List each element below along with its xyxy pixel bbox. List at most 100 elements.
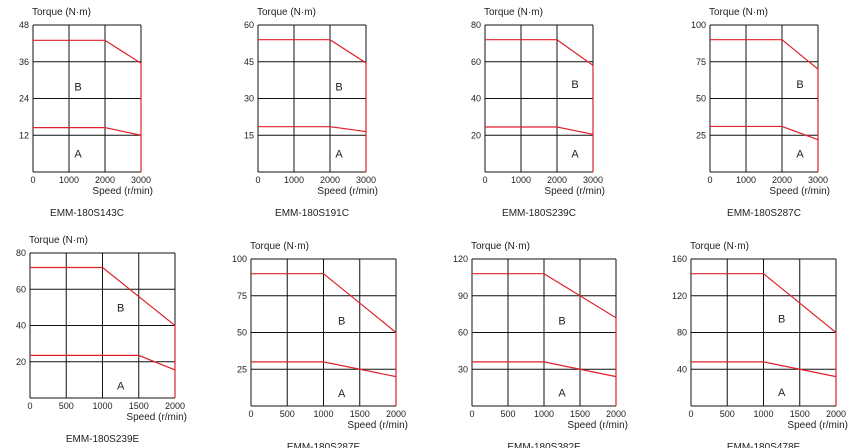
x-axis-label: Speed (r/min) <box>317 186 378 197</box>
y-tick-label: 120 <box>453 254 468 264</box>
peak-torque-curve <box>258 39 367 172</box>
zone-label-a: A <box>117 380 125 392</box>
zone-label-b: B <box>74 81 81 93</box>
zone-label-a: A <box>778 387 786 399</box>
x-tick-label: 0 <box>27 401 32 411</box>
y-axis-label: Torque (N·m) <box>250 241 309 252</box>
x-tick-label: 1500 <box>790 409 810 419</box>
model-caption: EMM-180S287E <box>287 442 361 448</box>
y-tick-label: 80 <box>677 328 687 338</box>
zone-label-b: B <box>778 314 785 326</box>
model-caption: EMM-180S143C <box>50 208 124 219</box>
x-tick-label: 3000 <box>583 175 603 185</box>
zone-label-a: A <box>335 149 343 161</box>
x-tick-label: 1000 <box>753 409 773 419</box>
y-axis-label: Torque (N·m) <box>32 7 91 18</box>
y-tick-label: 20 <box>471 130 481 140</box>
x-tick-label: 0 <box>30 175 35 185</box>
y-tick-label: 60 <box>16 284 26 294</box>
x-axis-label: Speed (r/min) <box>92 186 153 197</box>
model-caption: EMM-180S239E <box>66 434 140 445</box>
x-tick-label: 2000 <box>386 409 406 419</box>
x-tick-label: 0 <box>255 175 260 185</box>
zone-label-b: B <box>335 81 342 93</box>
rated-torque-curve <box>30 354 176 371</box>
y-tick-label: 60 <box>244 20 254 30</box>
peak-torque-curve <box>710 39 819 172</box>
y-tick-label: 100 <box>691 20 706 30</box>
x-tick-label: 1000 <box>511 175 531 185</box>
x-tick-label: 1500 <box>570 409 590 419</box>
model-caption: EMM-180S239C <box>502 208 576 219</box>
y-tick-label: 60 <box>458 328 468 338</box>
x-tick-label: 2000 <box>826 409 846 419</box>
zone-label-a: A <box>571 149 579 161</box>
x-tick-label: 500 <box>720 409 735 419</box>
y-axis-label: Torque (N·m) <box>257 7 316 18</box>
y-tick-label: 50 <box>237 328 247 338</box>
zone-label-b: B <box>558 315 565 327</box>
zone-label-b: B <box>117 302 124 314</box>
model-caption: EMM-180S382E <box>507 442 581 448</box>
y-tick-label: 30 <box>244 94 254 104</box>
x-axis-label: Speed (r/min) <box>567 420 628 431</box>
y-tick-label: 36 <box>19 57 29 67</box>
x-tick-label: 0 <box>688 409 693 419</box>
x-tick-label: 1000 <box>59 175 79 185</box>
y-tick-label: 75 <box>237 291 247 301</box>
x-tick-label: 2000 <box>772 175 792 185</box>
x-axis-label: Speed (r/min) <box>126 412 187 423</box>
rated-torque-curve <box>258 126 367 133</box>
peak-torque-curve <box>251 273 397 406</box>
rated-torque-curve <box>691 361 837 378</box>
peak-torque-curve <box>691 273 837 406</box>
x-tick-label: 0 <box>469 409 474 419</box>
y-tick-label: 40 <box>16 321 26 331</box>
y-axis-label: Torque (N·m) <box>471 241 530 252</box>
y-tick-label: 120 <box>672 291 687 301</box>
y-tick-label: 25 <box>237 364 247 374</box>
x-tick-label: 3000 <box>131 175 151 185</box>
x-tick-label: 0 <box>707 175 712 185</box>
y-axis-label: Torque (N·m) <box>29 235 88 246</box>
y-tick-label: 40 <box>471 94 481 104</box>
x-tick-label: 1500 <box>129 401 149 411</box>
x-tick-label: 1500 <box>350 409 370 419</box>
x-tick-label: 1000 <box>92 401 112 411</box>
zone-label-a: A <box>558 388 566 400</box>
y-tick-label: 24 <box>19 94 29 104</box>
x-tick-label: 1000 <box>284 175 304 185</box>
rated-torque-curve <box>485 126 594 135</box>
y-tick-label: 60 <box>471 57 481 67</box>
y-tick-label: 15 <box>244 130 254 140</box>
y-tick-label: 45 <box>244 57 254 67</box>
y-tick-label: 30 <box>458 364 468 374</box>
y-tick-label: 25 <box>696 130 706 140</box>
x-tick-label: 3000 <box>356 175 376 185</box>
x-tick-label: 2000 <box>606 409 626 419</box>
y-tick-label: 48 <box>19 20 29 30</box>
x-tick-label: 500 <box>500 409 515 419</box>
x-tick-label: 0 <box>248 409 253 419</box>
x-tick-label: 2000 <box>165 401 185 411</box>
x-tick-label: 1000 <box>534 409 554 419</box>
model-caption: EMM-180S478E <box>727 442 801 448</box>
x-tick-label: 3000 <box>808 175 828 185</box>
x-tick-label: 1000 <box>313 409 333 419</box>
y-tick-label: 90 <box>458 291 468 301</box>
y-tick-label: 20 <box>16 357 26 367</box>
zone-label-a: A <box>338 388 346 400</box>
zone-label-a: A <box>796 149 804 161</box>
x-axis-label: Speed (r/min) <box>769 186 830 197</box>
y-axis-label: Torque (N·m) <box>690 241 749 252</box>
y-tick-label: 80 <box>16 248 26 258</box>
x-axis-label: Speed (r/min) <box>347 420 408 431</box>
x-tick-label: 2000 <box>320 175 340 185</box>
peak-torque-curve <box>33 39 142 172</box>
